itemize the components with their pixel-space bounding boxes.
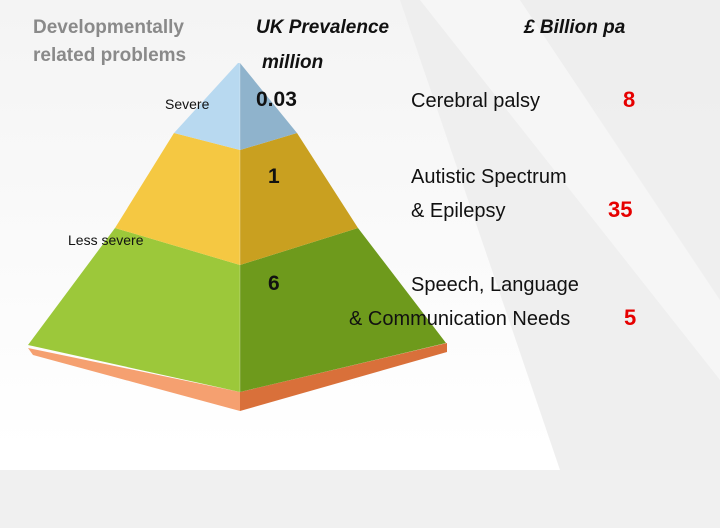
tier-2-cost: 35 <box>608 197 633 222</box>
pyramid-tier-3-side <box>240 228 446 392</box>
tier-1-cost: 8 <box>623 87 636 112</box>
tier-2-prevalence: 1 <box>268 165 280 188</box>
tier-3-cost: 5 <box>624 305 637 330</box>
pyramid-tier-2-side <box>240 133 358 265</box>
header-cost: £ Billion pa <box>524 17 626 38</box>
header-prevalence-line2: million <box>262 52 324 73</box>
severity-label-severe: Severe <box>165 96 210 112</box>
tier-1-condition-line1: Cerebral palsy <box>411 90 540 112</box>
tier-3-condition-line1: Speech, Language <box>411 274 579 296</box>
pyramid-tier-1-side <box>240 63 297 150</box>
header-left-line1: Developmentally <box>33 17 184 38</box>
header-left-line2: related problems <box>33 45 187 66</box>
severity-label-less-severe: Less severe <box>68 232 144 248</box>
tier-3-prevalence: 6 <box>268 272 280 295</box>
tier-1-prevalence: 0.03 <box>256 88 297 111</box>
pyramid-tier-3-front <box>28 228 240 392</box>
pyramid-tier-1-front <box>174 63 240 150</box>
pyramid-base-front <box>28 348 240 411</box>
header-prevalence-line1: UK Prevalence <box>256 17 390 38</box>
tier-2-condition-line2: & Epilepsy <box>411 200 506 222</box>
pyramid-base-side <box>240 343 447 411</box>
tier-2-condition-line1: Autistic Spectrum <box>411 166 567 188</box>
pyramid-tier-2-front <box>115 133 240 265</box>
tier-3-condition-line2: & Communication Needs <box>349 308 571 330</box>
